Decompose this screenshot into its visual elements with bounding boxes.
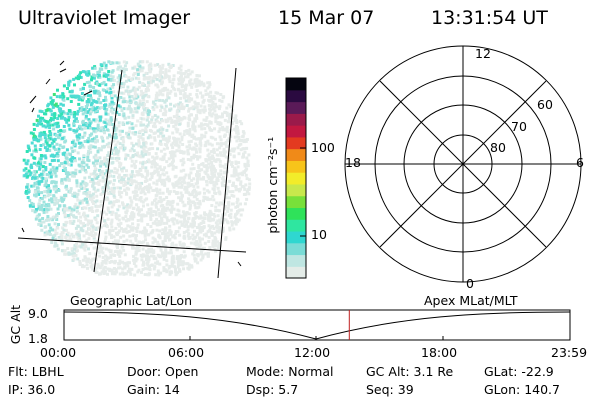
colorbar-tick-label-10: 10 [311,227,327,242]
grid-line-latitude [17,237,247,253]
timeline-x-ticks [63,336,571,340]
instrument-title: Ultraviolet Imager [18,7,191,29]
status-glat-value: -22.9 [521,364,554,379]
grid-line-fragments [21,60,242,267]
timeline-y-tick-top: 9.0 [28,306,48,321]
status-filter: Flt: LBHL [8,364,64,379]
status-door-value: Open [165,364,199,379]
altitude-curve [63,311,571,340]
status-mode: Mode: Normal [246,364,334,379]
status-glon-value: 140.7 [524,382,560,397]
mlt-label-12: 12 [475,46,491,61]
timeline-y-tick-bottom: 1.8 [28,331,48,346]
status-filter-value: LBHL [31,364,64,379]
status-ip: IP: 36.0 [8,382,56,397]
grid-line-longitude-west [93,69,123,273]
status-gain: Gain: 14 [127,382,180,397]
status-gain-value: 14 [163,382,180,397]
status-glat: GLat: -22.9 [484,364,554,379]
mlat-label-80: 80 [490,140,506,155]
timeline-label-geographic: Geographic Lat/Lon [70,293,192,308]
status-seq-value: 39 [397,382,414,397]
grid-line-longitude-east [217,67,237,279]
date-label: 15 Mar 07 [278,7,375,29]
timeline-frame [63,309,571,341]
timeline-x-tick-1800: 18:00 [421,345,458,360]
mlat-label-70: 70 [511,119,527,134]
mlt-label-6: 6 [576,155,584,170]
status-ip-value: 36.0 [27,382,56,397]
timeline-x-tick-0000: 00:00 [40,345,77,360]
colorbar-gradient [286,78,306,279]
status-gc-alt-value: 3.1 Re [413,364,454,379]
timeline-label-apex: Apex MLat/MLT [424,293,518,308]
timeline-x-tick-1200: 12:00 [294,345,331,360]
mlat-label-60: 60 [537,97,553,112]
mlt-label-18: 18 [345,155,361,170]
colorbar-tick-label-100: 100 [311,140,335,155]
status-mode-value: Normal [288,364,334,379]
polar-diagonal-b [379,80,547,248]
status-seq: Seq: 39 [366,382,414,397]
status-glon: GLon: 140.7 [484,382,560,397]
colorbar-ticks [300,147,306,237]
uv-emission-speckle [22,60,252,277]
status-door: Door: Open [127,364,199,379]
colorbar-frame [285,77,307,279]
mlt-label-0: 0 [466,276,474,291]
timeline-x-tick-0600: 06:00 [168,345,205,360]
status-gc-alt: GC Alt: 3.1 Re [366,364,454,379]
status-dsp-value: 5.7 [278,382,299,397]
time-label: 13:31:54 UT [431,7,548,29]
timeline-x-tick-2359: 23:59 [551,345,588,360]
status-dsp: Dsp: 5.7 [246,382,299,397]
